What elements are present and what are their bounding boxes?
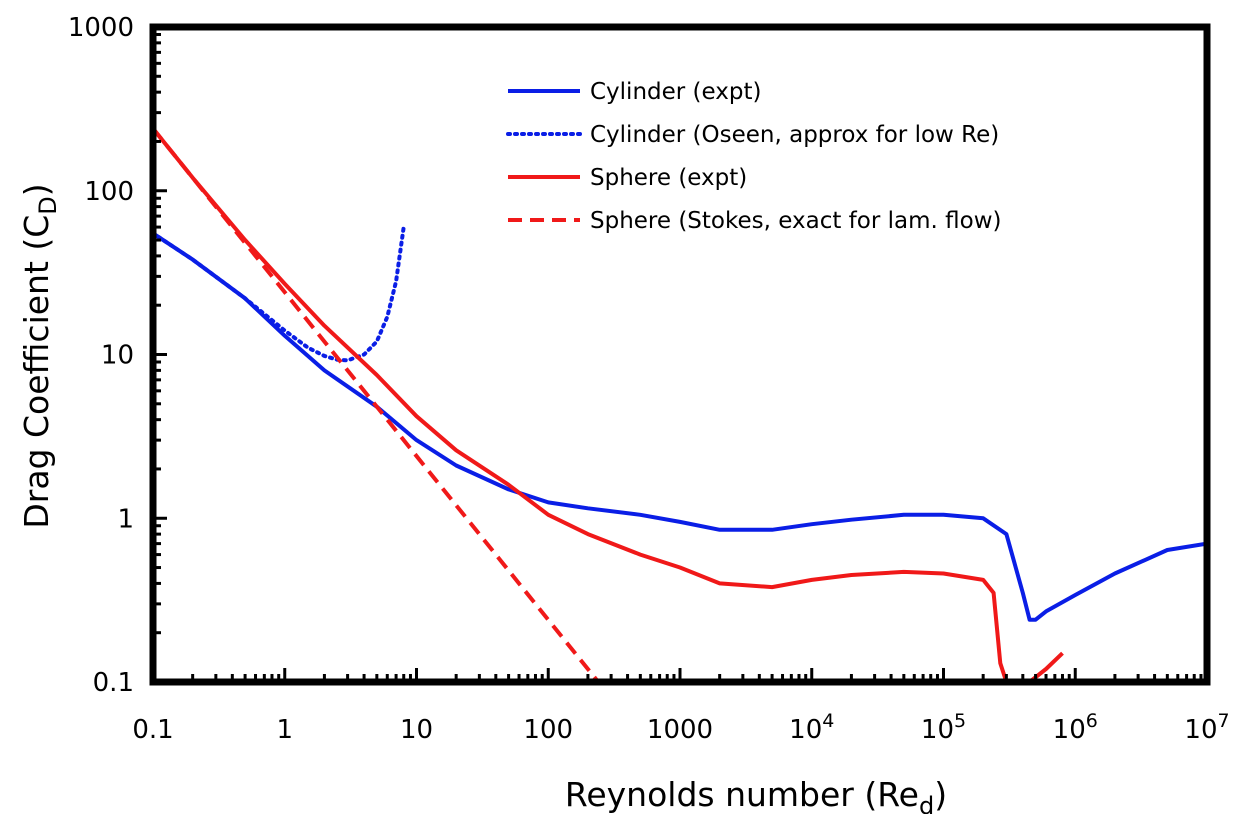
legend: Cylinder (expt) Cylinder (Oseen, approx f… <box>506 79 1001 234</box>
x-tick-label: 104 <box>789 710 834 745</box>
x-tick-labels: 0.1 1 10 100 1000 104 105 106 107 <box>132 710 1229 745</box>
y-tick-label: 1000 <box>68 13 134 43</box>
x-tick-label: 105 <box>921 710 966 745</box>
x-tick-label: 10 <box>400 715 433 745</box>
series-line-cylinder-expt <box>153 231 1207 622</box>
x-axis-title: Reynolds number (Red) <box>565 775 947 814</box>
series-line-cylinder-oseen-approx-for-low-re <box>153 225 406 363</box>
x-tick-label: 107 <box>1184 710 1229 745</box>
legend-label-cylinder-oseen-approx-for-low-re: Cylinder (Oseen, approx for low Re) <box>590 122 999 148</box>
y-tick-label: 100 <box>84 177 134 207</box>
x-tick-label: 1000 <box>647 715 713 745</box>
legend-label-sphere-stokes-exact-for-lam-flow: Sphere (Stokes, exact for lam. flow) <box>590 208 1001 234</box>
tick-marks <box>151 32 1203 684</box>
y-tick-label: 0.1 <box>93 668 134 698</box>
x-tick-label: 100 <box>523 715 573 745</box>
y-tick-label: 1 <box>117 504 134 534</box>
y-tick-labels: 0.1 1 10 100 1000 <box>68 13 134 698</box>
series-line-sphere-stokes-exact-for-lam-flow <box>153 127 600 682</box>
y-axis-title: Drag Coefficient (CD) <box>17 183 62 528</box>
legend-label-sphere-expt: Sphere (expt) <box>590 165 747 191</box>
series-layer <box>153 127 1207 682</box>
legend-label-cylinder-expt: Cylinder (expt) <box>590 79 761 105</box>
series-line-sphere-expt <box>153 127 1009 682</box>
x-tick-label: 106 <box>1053 710 1098 745</box>
y-tick-label: 10 <box>101 341 134 371</box>
x-tick-label: 1 <box>276 715 293 745</box>
x-tick-label: 0.1 <box>132 715 173 745</box>
